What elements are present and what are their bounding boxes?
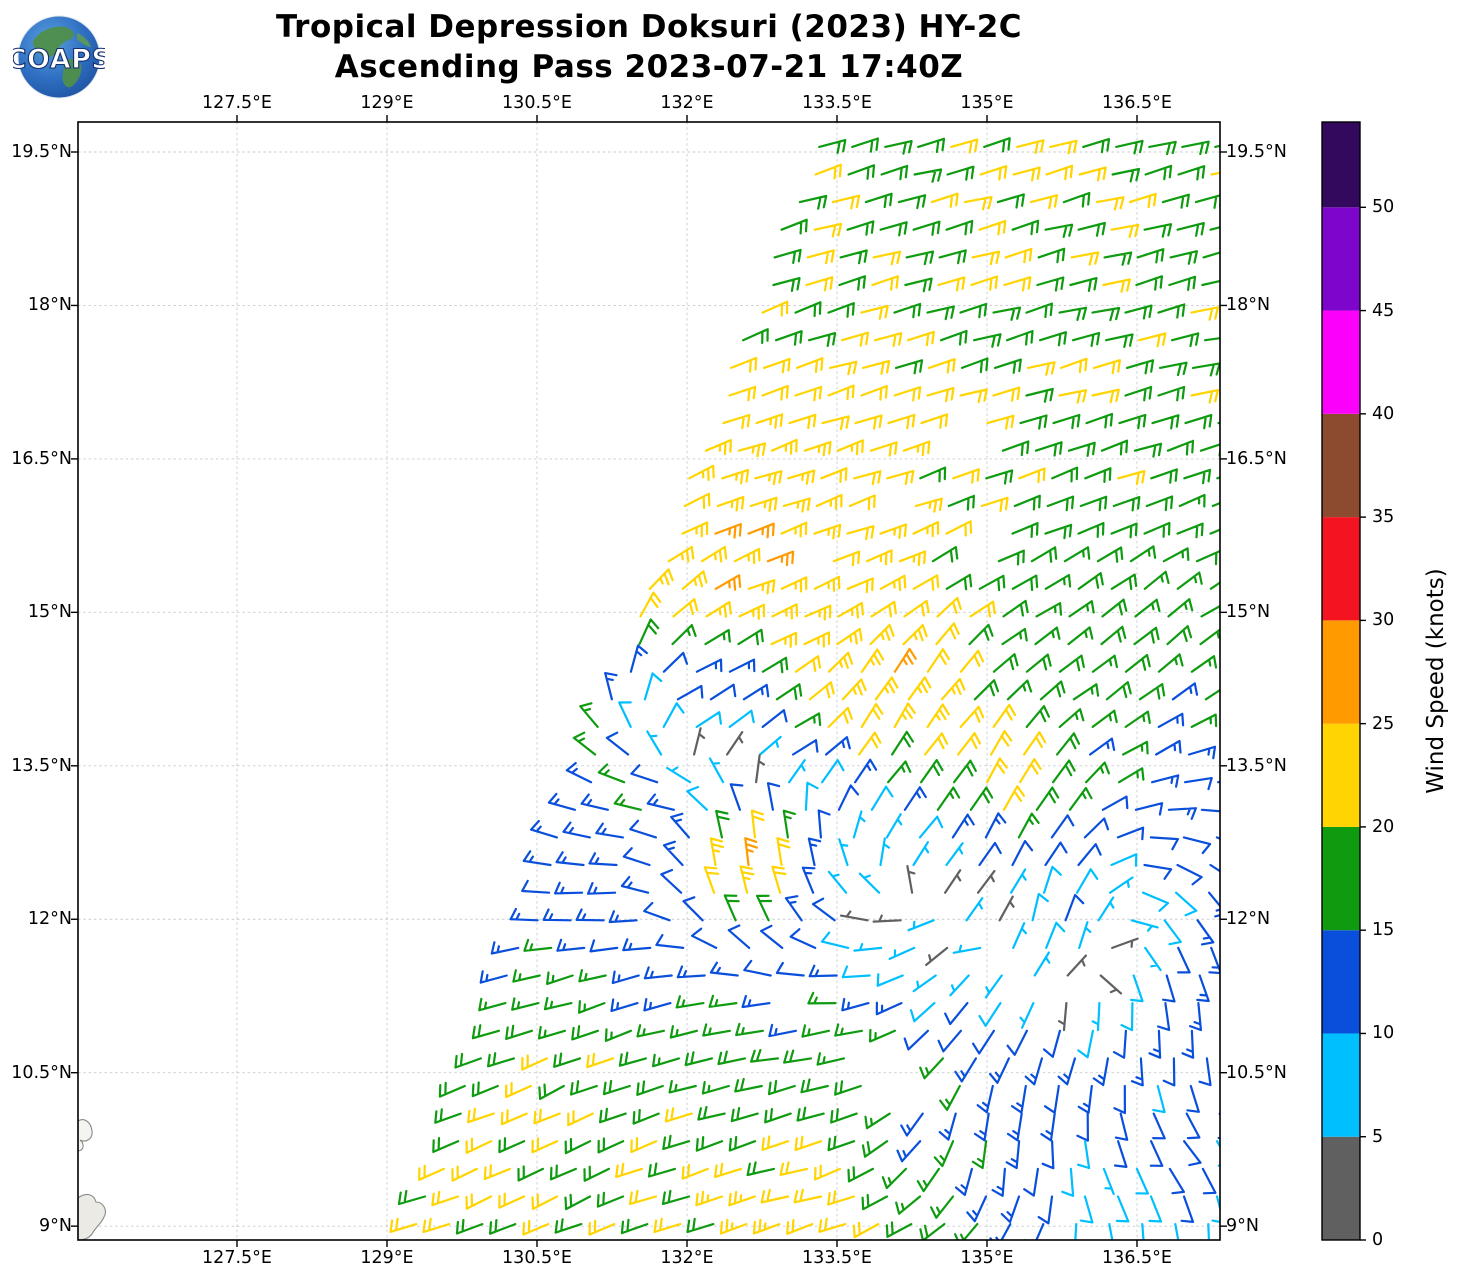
colorbar-tick-label: 15 [1372,920,1395,941]
colorbar-axis-label: Wind Speed (knots) [1423,568,1449,794]
colorbar-bin [1322,723,1360,827]
lat-tick-label-right: 10.5°N [1226,1062,1287,1083]
map-gridlines [78,122,1220,1240]
lon-tick-label-bottom: 129°E [360,1248,414,1264]
wind-barb-set [397,137,1220,1240]
lat-tick-label-right: 15°N [1226,602,1271,623]
lon-tick-label-bottom: 130.5°E [502,1248,572,1264]
lon-tick-label-top: 127.5°E [202,93,272,113]
colorbar-bin [1322,1136,1360,1240]
coaps-logo: COAPS [13,11,105,103]
colorbar-tick-label: 40 [1372,403,1395,424]
map-frame [77,121,1221,1241]
lat-tick-label-left: 10.5°N [11,1062,72,1083]
lat-tick-label-right: 19.5°N [1226,142,1287,162]
colorbar-tick-label: 5 [1372,1126,1384,1147]
lat-tick-label-right: 12°N [1226,909,1271,930]
lon-tick-label-bottom: 135°E [960,1248,1014,1264]
lon-tick-label-top: 132°E [660,93,714,113]
lat-tick-label-left: 15°N [27,602,72,623]
colorbar-bin [1322,207,1360,311]
colorbar-bin [1322,517,1360,621]
lat-tick-label-left: 18°N [27,295,72,316]
colorbar-bin [1322,826,1360,931]
lat-tick-label-left: 9°N [39,1216,72,1237]
lat-tick-label-right: 18°N [1226,295,1271,316]
wind-barb-set [693,727,1139,1032]
lon-tick-label-bottom: 133.5°E [802,1248,872,1264]
coastline [77,1119,106,1241]
lat-tick-label-right: 16.5°N [1226,448,1287,469]
lon-tick-label-top: 133.5°E [802,93,872,113]
lat-tick-label-left: 19.5°N [11,142,72,162]
lon-tick-label-top: 136.5°E [1102,93,1172,113]
lon-tick-label-bottom: 127.5°E [202,1248,272,1264]
wind-barb-set [714,522,917,867]
axis-tick-marks [71,115,1227,1247]
colorbar-bin [1322,122,1360,208]
chart-title: Tropical Depression Doksuri (2023) HY-2C [275,9,1023,45]
lat-tick-label-left: 16.5°N [11,448,72,469]
colorbar [1321,121,1366,1241]
wind-barb-set [618,672,1220,1240]
lon-tick-label-bottom: 132°E [660,1248,714,1264]
colorbar-bin [1322,620,1360,724]
colorbar-tick-label: 30 [1372,610,1395,631]
colorbar-bin [1322,413,1360,518]
lon-tick-label-top: 129°E [360,93,414,113]
lat-tick-label-right: 13.5°N [1226,755,1287,776]
colorbar-tick-label: 50 [1372,197,1395,218]
colorbar-bin [1322,930,1360,1034]
wind-barbs [389,137,1220,1240]
colorbar-tick-label: 20 [1372,816,1395,837]
chart-subtitle: Ascending Pass 2023-07-21 17:40Z [334,49,964,85]
colorbar-tick-label: 35 [1372,507,1395,528]
coaps-logo-text: COAPS [13,44,105,75]
coaps-globe-icon: COAPS [13,15,105,99]
lon-tick-label-bottom: 136.5°E [1102,1248,1172,1264]
colorbar-tick-label: 10 [1372,1023,1395,1044]
lat-tick-label-left: 12°N [27,909,72,930]
colorbar-bin [1322,310,1360,414]
colorbar-tick-label: 0 [1372,1230,1384,1250]
lat-tick-label-right: 9°N [1226,1216,1259,1237]
lon-tick-label-top: 130.5°E [502,93,572,113]
colorbar-tick-label: 25 [1372,713,1395,734]
lon-tick-label-top: 135°E [960,93,1014,113]
wind-barb-set [389,138,1220,1239]
lat-tick-label-left: 13.5°N [11,755,72,776]
colorbar-bin [1322,1033,1360,1137]
colorbar-tick-label: 45 [1372,300,1395,321]
wind-barb-set [479,644,1220,1240]
